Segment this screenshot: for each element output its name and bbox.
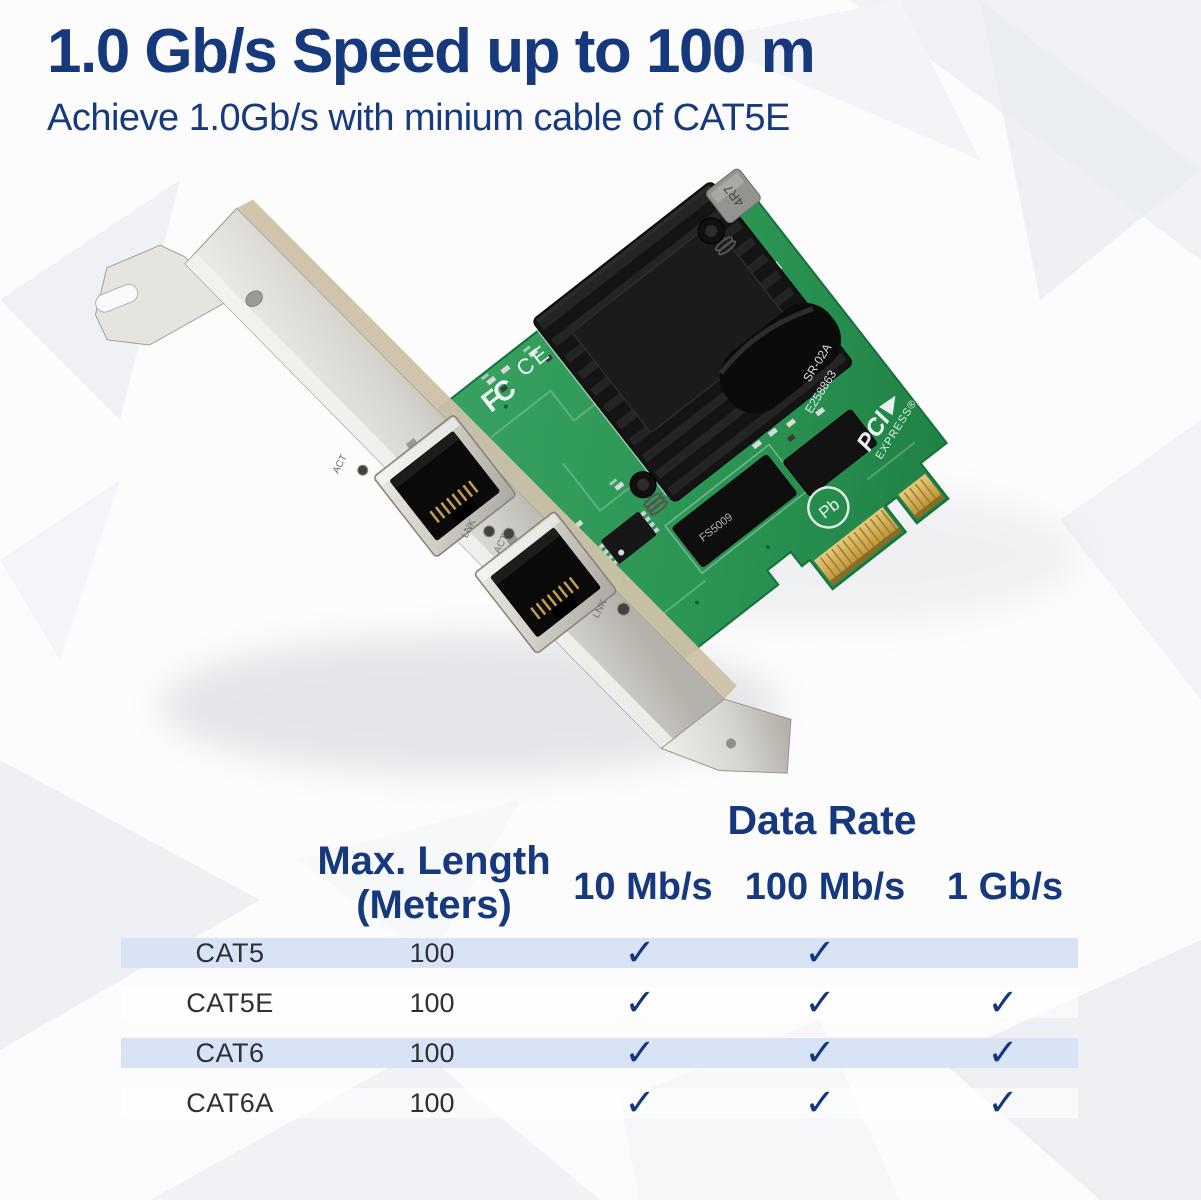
check-1gbs-icon: ✓ — [987, 1081, 1019, 1124]
table-row-cat6: CAT6 100 ✓ ✓ ✓ — [121, 1028, 1078, 1078]
table-row-cat6a: CAT6A 100 ✓ ✓ ✓ — [121, 1078, 1078, 1128]
row-highlight — [121, 1038, 1078, 1068]
pcb-board: FS5009 — [432, 168, 950, 688]
act-label-top: ACT — [331, 453, 350, 476]
row-background — [121, 988, 1078, 1018]
page-title: 1.0 Gb/s Speed up to 100 m — [47, 17, 816, 86]
max-length-value: 100 — [409, 988, 455, 1018]
cable-category: CAT5 — [195, 938, 265, 968]
check-10mbs-icon: ✓ — [624, 981, 656, 1024]
row-background — [121, 1088, 1078, 1118]
bracket-folded-edge — [236, 199, 737, 700]
column-header-1gbs: 1 Gb/s — [946, 866, 1064, 908]
check-100mbs-icon: ✓ — [804, 1031, 836, 1074]
check-100mbs-icon: ✓ — [804, 931, 836, 974]
table-row-cat5: CAT5 100 ✓ ✓ — [121, 928, 1078, 978]
table-row-cat5e: CAT5E 100 ✓ ✓ ✓ — [121, 978, 1078, 1028]
data-rate-header: Data Rate — [727, 797, 917, 843]
cable-category: CAT6 — [195, 1038, 265, 1068]
push-pin — [629, 217, 737, 516]
cable-category: CAT5E — [186, 988, 274, 1018]
lan-transformer: FS5009 — [672, 409, 877, 567]
check-100mbs-icon: ✓ — [804, 1081, 836, 1124]
bracket-tail — [660, 698, 792, 774]
check-10mbs-icon: ✓ — [624, 1031, 656, 1074]
power-inductor: 4R7 — [706, 168, 761, 224]
check-1gbs-icon: ✓ — [987, 1031, 1019, 1074]
max-length-line1: Max. Length — [317, 839, 551, 883]
cable-category: CAT6A — [186, 1088, 274, 1118]
max-length-value: 100 — [409, 1038, 455, 1068]
comparison-table: CAT5 100 ✓ ✓ CAT5E 100 ✓ ✓ ✓ CAT6 100 ✓ … — [121, 928, 1078, 1128]
heatsink — [533, 182, 852, 502]
column-header-100mbs: 100 Mb/s — [744, 866, 906, 908]
rj45-pins — [429, 480, 479, 524]
row-highlight — [121, 938, 1078, 968]
max-length-value: 100 — [409, 1088, 455, 1118]
bracket-screw-slot — [95, 283, 139, 313]
max-length-header: Max. Length (Meters) — [259, 839, 609, 927]
rj45-port-2 — [474, 511, 617, 654]
check-1gbs-icon: ✓ — [987, 981, 1019, 1024]
rj45-port-1 — [374, 415, 516, 557]
rj45-pins — [530, 576, 580, 620]
pcie-edge-connector — [814, 473, 945, 585]
check-10mbs-icon: ✓ — [624, 1081, 656, 1124]
check-1gbs-icon — [913, 928, 1093, 978]
check-10mbs-icon: ✓ — [624, 931, 656, 974]
max-length-value: 100 — [409, 938, 455, 968]
max-length-line2: (Meters) — [356, 883, 512, 927]
column-header-10mbs: 10 Mb/s — [573, 866, 713, 908]
page-subtitle: Achieve 1.0Gb/s with minium cable of CAT… — [47, 97, 790, 139]
check-100mbs-icon: ✓ — [804, 981, 836, 1024]
